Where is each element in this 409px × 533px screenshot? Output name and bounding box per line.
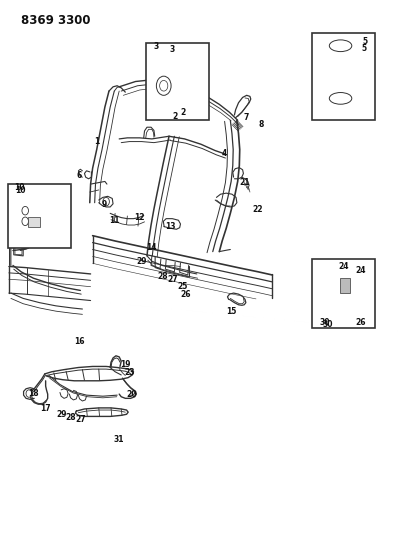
- Circle shape: [103, 197, 109, 206]
- Text: 27: 27: [166, 275, 177, 284]
- Text: 1: 1: [94, 137, 99, 146]
- Text: 22: 22: [252, 205, 263, 214]
- Bar: [311, 259, 375, 328]
- Text: 31: 31: [114, 435, 124, 444]
- Text: 19: 19: [120, 360, 130, 369]
- Text: 25: 25: [177, 282, 187, 291]
- Text: 8369 3300: 8369 3300: [21, 14, 90, 27]
- Text: 13: 13: [164, 222, 175, 231]
- Text: 28: 28: [157, 272, 167, 280]
- Text: 21: 21: [239, 178, 249, 187]
- Text: 10: 10: [15, 186, 25, 195]
- Text: 14: 14: [146, 244, 157, 253]
- Text: 20: 20: [126, 390, 136, 399]
- Text: 3: 3: [169, 45, 175, 54]
- Circle shape: [159, 80, 167, 91]
- Circle shape: [26, 390, 31, 397]
- Text: 3: 3: [153, 43, 159, 52]
- Circle shape: [22, 206, 28, 215]
- Text: 30: 30: [321, 320, 332, 329]
- Bar: [145, 43, 209, 120]
- Text: 10: 10: [14, 183, 24, 192]
- Text: 16: 16: [74, 337, 84, 346]
- Text: 26: 26: [354, 318, 365, 327]
- Text: 2: 2: [172, 112, 178, 121]
- Text: 18: 18: [28, 389, 38, 398]
- Ellipse shape: [328, 93, 351, 104]
- Bar: [339, 278, 349, 293]
- Text: 30: 30: [319, 318, 330, 327]
- Text: 29: 29: [56, 410, 66, 419]
- Text: 24: 24: [354, 266, 365, 274]
- Text: 4: 4: [221, 149, 227, 158]
- Text: 27: 27: [75, 415, 85, 424]
- Text: 5: 5: [360, 44, 365, 53]
- Text: 24: 24: [338, 262, 348, 271]
- Bar: [311, 33, 375, 120]
- Text: 11: 11: [109, 216, 119, 225]
- Text: 12: 12: [134, 213, 144, 222]
- Text: 29: 29: [136, 257, 146, 265]
- Circle shape: [156, 76, 171, 95]
- Text: 7: 7: [243, 113, 249, 122]
- Text: 5: 5: [362, 37, 367, 46]
- Text: 28: 28: [65, 413, 76, 422]
- Text: 6: 6: [76, 171, 81, 180]
- Circle shape: [22, 217, 28, 225]
- Text: 2: 2: [180, 108, 185, 117]
- Bar: [8, 184, 71, 248]
- Text: 23: 23: [124, 368, 134, 377]
- Text: 9: 9: [101, 200, 106, 209]
- Text: 26: 26: [180, 289, 191, 298]
- Bar: [28, 217, 40, 227]
- Ellipse shape: [328, 40, 351, 52]
- Text: 17: 17: [40, 404, 51, 413]
- Text: 15: 15: [226, 307, 236, 316]
- Text: 8: 8: [258, 119, 263, 128]
